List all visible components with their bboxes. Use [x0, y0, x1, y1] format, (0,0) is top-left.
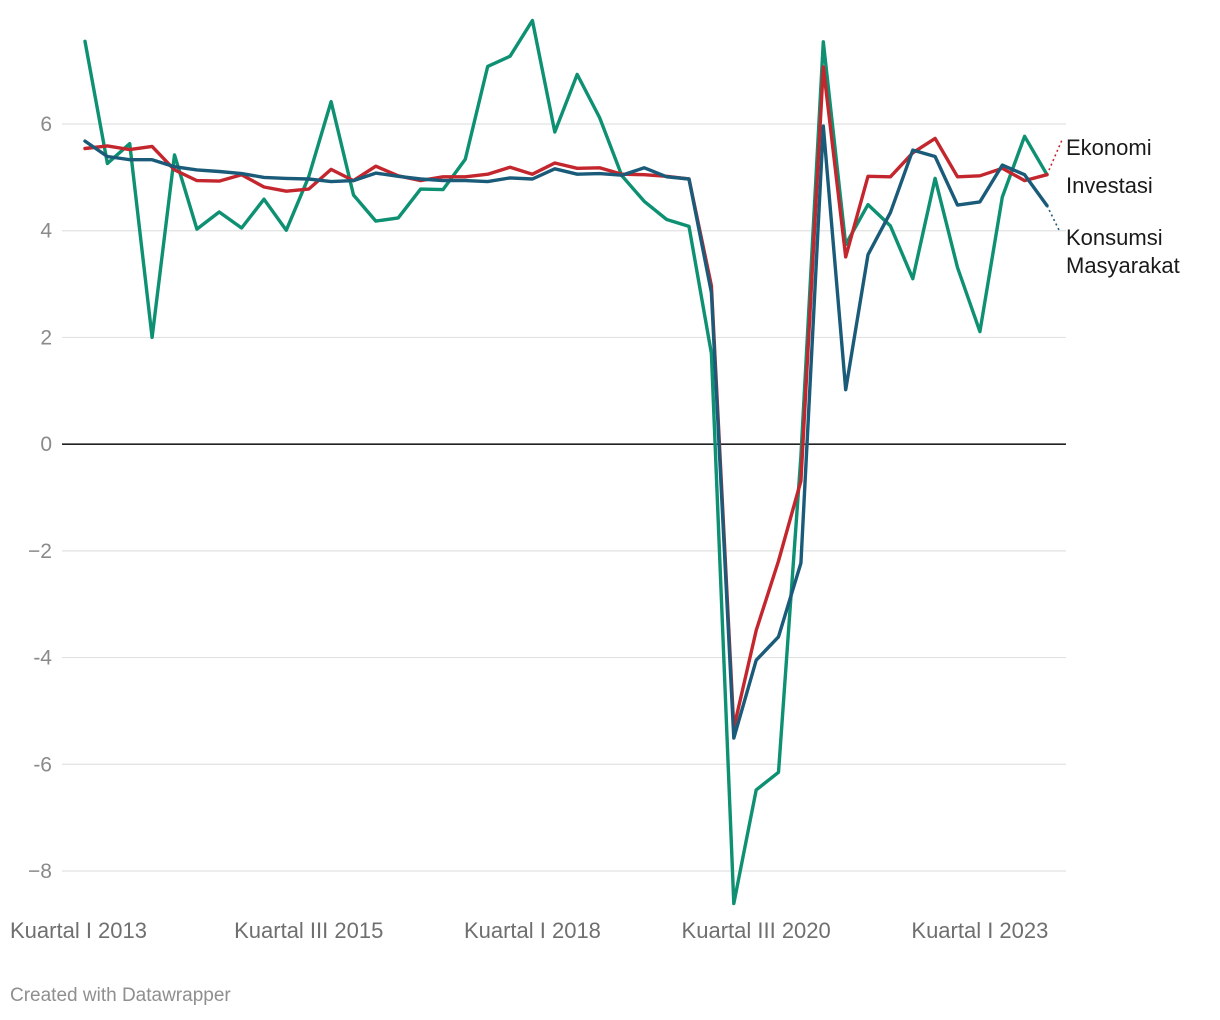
y-tick-label: 2	[40, 326, 52, 349]
series-line-ekonomi	[83, 65, 1049, 730]
series-label: Konsumsi	[1066, 225, 1163, 250]
series-label-leader	[1046, 205, 1061, 233]
series-label: Masyarakat	[1066, 253, 1180, 278]
x-tick-label: Kuartal I 2023	[911, 918, 1048, 943]
y-tick-label: 0	[40, 433, 52, 456]
x-tick-label: Kuartal I 2018	[464, 918, 601, 943]
y-tick-label: 4	[40, 220, 52, 243]
credit-text: Created with Datawrapper	[10, 985, 231, 1006]
series-label: Investasi	[1066, 173, 1153, 198]
x-tick-label: Kuartal I 2013	[10, 918, 147, 943]
y-tick-label: −2	[28, 540, 52, 563]
y-tick-label: -4	[33, 647, 52, 670]
x-tick-label: Kuartal III 2020	[682, 918, 831, 943]
x-tick-label: Kuartal III 2015	[234, 918, 383, 943]
series-label-leader	[1046, 139, 1063, 176]
y-tick-label: −8	[28, 860, 52, 883]
label-layer: 6 4 2 0 −2 -4 -6 −8 Kuartal I 2013 Kuartal III 20…	[10, 113, 1180, 943]
series-line-investasi	[83, 18, 1049, 906]
series-line-konsumsi-masyarakat	[83, 124, 1049, 740]
series-label: Ekonomi	[1066, 135, 1152, 160]
grid-layer	[62, 123, 1066, 872]
series-layer	[83, 18, 1049, 906]
y-tick-label: 6	[40, 113, 52, 136]
y-tick-label: -6	[33, 753, 52, 776]
